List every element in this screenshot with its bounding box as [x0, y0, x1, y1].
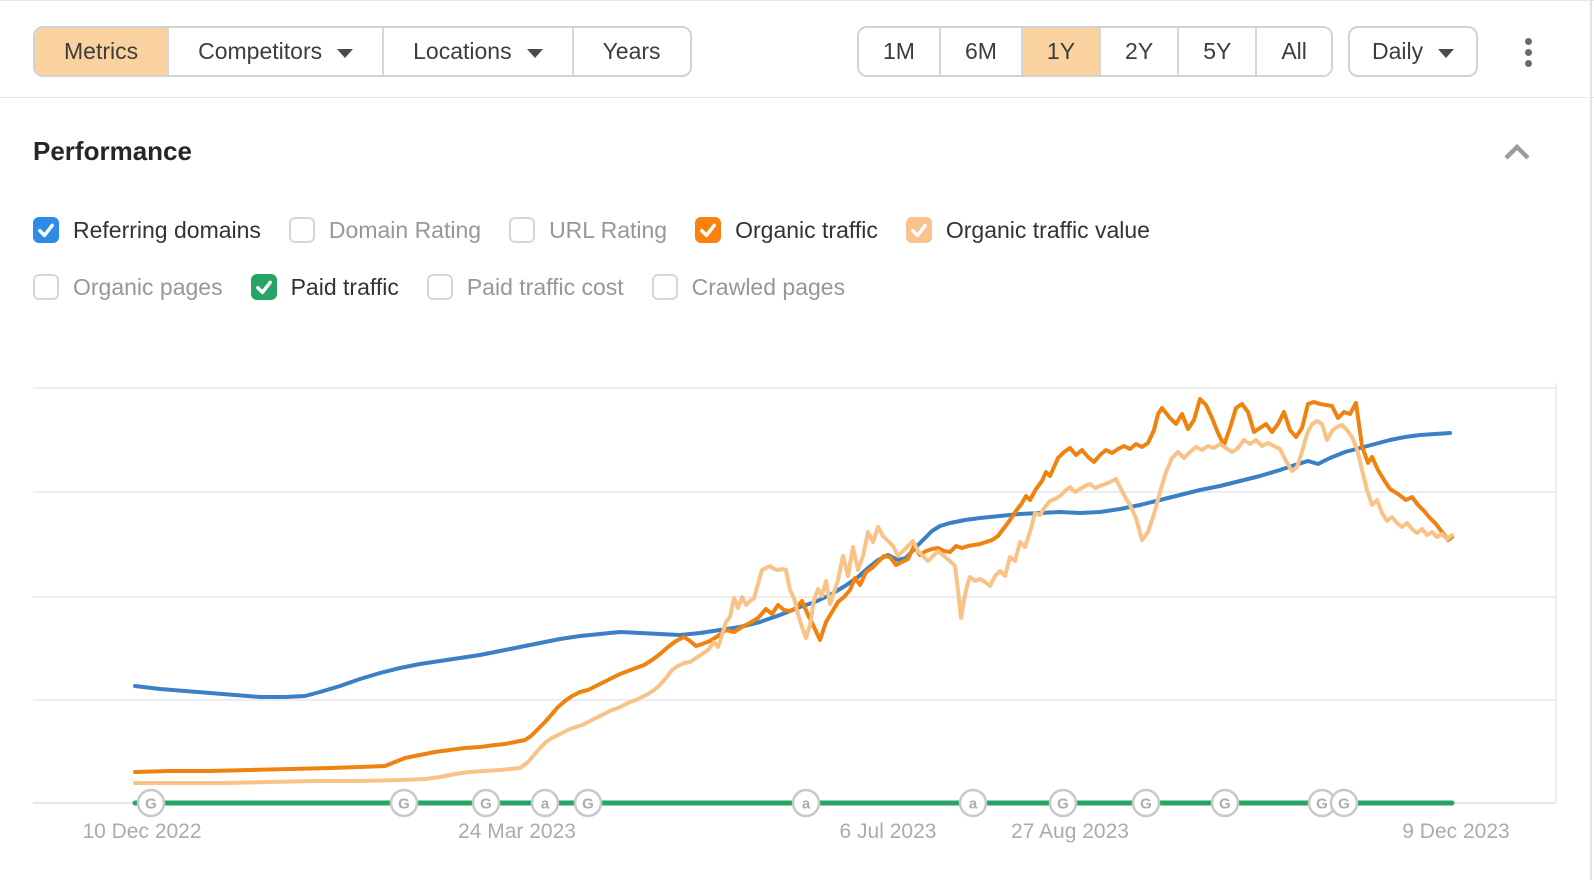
metric-toggle-paid-traffic[interactable]: Paid traffic: [250, 274, 399, 300]
metric-label: Organic traffic: [735, 217, 878, 243]
metric-row-2: Organic pages Paid traffic Paid traffic …: [33, 274, 845, 300]
x-axis-tick-label: 10 Dec 2022: [82, 820, 201, 843]
checkbox-unchecked-icon[interactable]: [426, 274, 453, 300]
x-axis-tick-label: 24 Mar 2023: [458, 820, 576, 843]
metric-toggle-organic-traffic-value[interactable]: Organic traffic value: [905, 217, 1150, 243]
chevron-down-icon: [1438, 48, 1455, 58]
interval-dropdown[interactable]: Daily: [1348, 26, 1479, 77]
svg-text:a: a: [969, 796, 978, 813]
checkbox-unchecked-icon[interactable]: [288, 217, 315, 243]
chevron-down-icon: [337, 48, 354, 58]
time-range-group: 1M 6M 1Y 2Y 5Y All: [857, 26, 1333, 77]
svg-text:G: G: [582, 796, 594, 813]
svg-text:G: G: [1316, 796, 1328, 813]
ahrefs-event-marker[interactable]: a: [958, 788, 988, 818]
chevron-up-icon: [1504, 143, 1530, 160]
kebab-dot: [1524, 38, 1532, 45]
metric-toggle-crawled-pages[interactable]: Crawled pages: [651, 274, 846, 300]
google-update-marker[interactable]: G: [1131, 788, 1161, 818]
metric-toggle-url-rating[interactable]: URL Rating: [509, 217, 667, 243]
metric-label: URL Rating: [549, 217, 668, 243]
view-tab-group: Metrics Competitors Locations Years: [33, 26, 692, 77]
checkbox-unchecked-icon[interactable]: [651, 274, 678, 300]
tab-metrics[interactable]: Metrics: [35, 28, 168, 75]
checkbox-unchecked-icon[interactable]: [509, 217, 536, 243]
svg-text:G: G: [480, 796, 492, 813]
metric-toggle-referring-domains[interactable]: Referring domains: [33, 217, 261, 243]
metric-label: Organic pages: [73, 274, 223, 300]
svg-text:G: G: [1338, 796, 1350, 813]
range-1y[interactable]: 1Y: [1020, 28, 1100, 75]
svg-text:G: G: [1140, 796, 1152, 813]
ahrefs-event-marker[interactable]: a: [530, 788, 560, 818]
metric-label: Referring domains: [73, 217, 261, 243]
series-line-organic-traffic-value: [133, 419, 1454, 785]
google-update-marker[interactable]: G: [389, 788, 419, 818]
metric-label: Organic traffic value: [945, 217, 1150, 243]
metric-label: Paid traffic: [290, 274, 399, 300]
svg-text:a: a: [541, 796, 550, 813]
section-title: Performance: [33, 136, 192, 166]
kebab-dot: [1524, 49, 1532, 56]
top-border: [0, 0, 1594, 1]
metric-label: Crawled pages: [691, 274, 846, 300]
svg-text:G: G: [1057, 796, 1069, 813]
range-1m[interactable]: 1M: [859, 28, 939, 75]
tab-label: Competitors: [198, 38, 323, 64]
range-2y[interactable]: 2Y: [1099, 28, 1178, 75]
metric-toggle-organic-pages[interactable]: Organic pages: [33, 274, 223, 300]
metric-toggle-paid-traffic-cost[interactable]: Paid traffic cost: [426, 274, 624, 300]
svg-text:a: a: [802, 796, 811, 813]
range-all[interactable]: All: [1255, 28, 1331, 75]
tab-competitors[interactable]: Competitors: [167, 28, 383, 75]
kebab-dot: [1524, 60, 1532, 67]
range-6m[interactable]: 6M: [938, 28, 1021, 75]
tab-label: Locations: [413, 38, 512, 64]
checkbox-unchecked-icon[interactable]: [33, 274, 59, 300]
toolbar-divider: [0, 97, 1594, 98]
google-update-marker[interactable]: G: [471, 788, 501, 818]
tab-years[interactable]: Years: [571, 28, 690, 75]
x-axis-tick-label: 9 Dec 2023: [1402, 820, 1509, 843]
google-update-marker[interactable]: G: [1210, 788, 1240, 818]
google-update-marker[interactable]: G: [136, 788, 166, 818]
interval-label: Daily: [1372, 38, 1424, 64]
tab-label: Metrics: [64, 38, 139, 64]
metric-toggle-domain-rating[interactable]: Domain Rating: [288, 217, 482, 243]
metric-label: Paid traffic cost: [466, 274, 624, 300]
tab-locations[interactable]: Locations: [382, 28, 572, 75]
checkbox-checked-icon[interactable]: [33, 217, 59, 243]
x-axis-tick-label: 27 Aug 2023: [1011, 820, 1129, 843]
window-right-border: [1590, 0, 1592, 880]
chevron-down-icon: [526, 48, 543, 58]
checkbox-checked-icon[interactable]: [250, 274, 277, 300]
metric-toggle-organic-traffic[interactable]: Organic traffic: [695, 217, 878, 243]
svg-text:G: G: [145, 796, 157, 813]
checkbox-checked-icon[interactable]: [695, 217, 722, 243]
series-line-organic-traffic: [133, 397, 1454, 774]
google-update-marker[interactable]: G: [1329, 788, 1359, 818]
series-line-referring-domains: [133, 431, 1452, 699]
checkbox-checked-icon[interactable]: [905, 217, 932, 243]
range-5y[interactable]: 5Y: [1177, 28, 1256, 75]
google-update-marker[interactable]: G: [573, 788, 603, 818]
svg-text:G: G: [1219, 796, 1231, 813]
collapse-section-button[interactable]: [1502, 143, 1532, 167]
x-axis-tick-label: 6 Jul 2023: [840, 820, 937, 843]
svg-text:G: G: [398, 796, 410, 813]
google-update-marker[interactable]: G: [1048, 788, 1078, 818]
more-options-button[interactable]: [1517, 36, 1539, 69]
metric-row-1: Referring domains Domain Rating URL Rati…: [33, 217, 1150, 243]
metric-label: Domain Rating: [328, 217, 482, 243]
tab-label: Years: [602, 38, 661, 64]
ahrefs-event-marker[interactable]: a: [791, 788, 821, 818]
